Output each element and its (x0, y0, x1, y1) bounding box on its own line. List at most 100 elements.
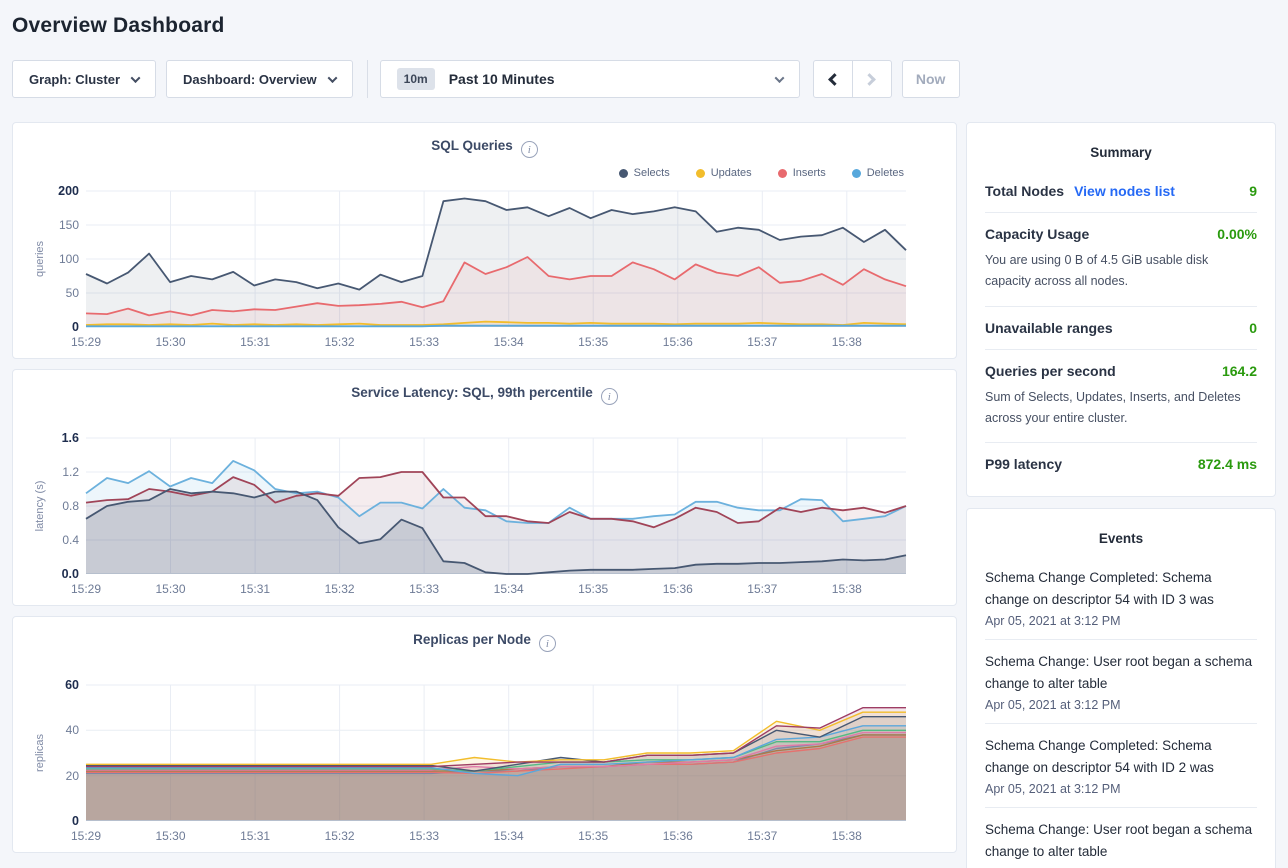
summary-description: Sum of Selects, Updates, Inserts, and De… (985, 389, 1241, 425)
summary-row-total-nodes: Total Nodes View nodes list 9 (985, 170, 1257, 213)
summary-row-unavailable-ranges: Unavailable ranges 0 (985, 307, 1257, 350)
x-axis-tick: 15:34 (493, 335, 524, 349)
legend-item-selects[interactable]: Selects (618, 167, 670, 179)
time-range-selector[interactable]: 10m Past 10 Minutes (379, 60, 800, 98)
y-axis-tick: 50 (65, 286, 79, 300)
summary-label: Capacity Usage (985, 226, 1090, 242)
charts-column: SQL Queries i Selects Updates Inserts Delete… (12, 122, 957, 868)
y-axis-tick: 1.6 (61, 431, 79, 445)
view-nodes-list-link[interactable]: View nodes list (1074, 183, 1175, 199)
x-axis-tick: 15:33 (409, 335, 440, 349)
summary-description: You are using 0 B of 4.5 GiB usable disk… (985, 253, 1209, 289)
legend-dot-icon (851, 168, 861, 178)
summary-label: Total Nodes (985, 183, 1065, 199)
event-message: Schema Change: User root began a schema … (985, 654, 1253, 691)
x-axis-tick: 15:31 (240, 335, 271, 349)
summary-panel: Summary Total Nodes View nodes list 9 Ca… (966, 122, 1276, 497)
main-content: SQL Queries i Selects Updates Inserts Delete… (0, 122, 1288, 868)
y-axis-tick: 200 (58, 184, 79, 198)
x-axis-tick: 15:32 (324, 582, 355, 596)
summary-value: 164.2 (1221, 362, 1257, 379)
x-axis-tick: 15:36 (662, 582, 693, 596)
time-prev-button[interactable] (812, 60, 853, 98)
legend-item-deletes[interactable]: Deletes (851, 167, 904, 179)
x-axis-tick: 15:34 (493, 829, 524, 843)
x-axis-tick: 15:37 (747, 335, 778, 349)
info-icon[interactable]: i (600, 388, 618, 405)
event-message: Schema Change: User root began a schema … (985, 822, 1253, 859)
y-axis-tick: 40 (65, 723, 79, 738)
x-axis-tick: 15:36 (662, 335, 693, 349)
event-item[interactable]: Schema Change: User root began a schema … (985, 808, 1257, 868)
x-axis-tick: 15:30 (155, 335, 186, 349)
x-axis-tick: 15:29 (70, 582, 102, 596)
event-timestamp: Apr 05, 2021 at 3:12 PM (985, 698, 1121, 712)
chart-canvas (85, 190, 907, 328)
legend-dot-icon (695, 168, 705, 178)
y-axis-label: replicas (34, 734, 46, 772)
x-axis-tick: 15:33 (409, 829, 440, 843)
x-axis-tick: 15:38 (831, 829, 862, 843)
x-axis-tick: 15:32 (324, 335, 355, 349)
x-axis-tick: 15:38 (831, 335, 862, 349)
y-axis-label: queries (34, 240, 46, 278)
chart-title-row: SQL Queries i (13, 138, 956, 158)
x-axis-tick: 15:31 (240, 582, 271, 596)
x-axis-tick: 15:32 (324, 829, 355, 843)
graph-dropdown[interactable]: Graph: Cluster (12, 60, 157, 98)
legend-item-updates[interactable]: Updates (695, 167, 752, 179)
event-timestamp: Apr 05, 2021 at 3:11 PM (985, 866, 1257, 868)
legend-item-inserts[interactable]: Inserts (777, 167, 826, 179)
dashboard-dropdown[interactable]: Dashboard: Overview (166, 60, 353, 98)
time-range-label: Past 10 Minutes (448, 71, 555, 87)
summary-label: P99 latency (985, 456, 1063, 472)
x-axis-tick: 15:30 (155, 829, 186, 843)
y-axis-label: latency (s) (34, 480, 46, 532)
event-message: Schema Change Completed: Schema change o… (985, 570, 1214, 607)
replicas-per-node-plot[interactable]: 0 20 40 60 15:29 15:30 15:31 15:32 15:33 15:34 15:… (13, 617, 956, 852)
now-button[interactable]: Now (901, 60, 960, 98)
legend-dot-icon (777, 168, 787, 178)
chevron-down-icon (327, 72, 338, 83)
graph-dropdown-label: Graph: Cluster (29, 71, 121, 87)
info-icon[interactable]: i (520, 141, 538, 158)
toolbar-divider (366, 60, 368, 98)
chevron-down-icon (130, 72, 141, 83)
sql-queries-chart-card: SQL Queries i Selects Updates Inserts Delete… (12, 122, 957, 359)
time-next-button[interactable] (851, 60, 892, 98)
y-axis-tick: 1.2 (62, 465, 79, 479)
page-header: Overview Dashboard Graph: Cluster Dashbo… (0, 0, 1288, 98)
event-item[interactable]: Schema Change: User root began a schema … (985, 640, 1257, 724)
events-title: Events (1098, 531, 1144, 546)
x-axis-tick: 15:29 (70, 335, 102, 349)
time-range-badge: 10m (396, 68, 435, 90)
service-latency-chart-card: Service Latency: SQL, 99th percentile i 0… (12, 369, 957, 606)
event-item[interactable]: Schema Change Completed: Schema change o… (985, 724, 1257, 808)
chart-title: Replicas per Node (413, 632, 531, 647)
info-icon[interactable]: i (538, 635, 556, 652)
chevron-down-icon (774, 72, 785, 83)
y-axis-tick: 0.4 (62, 533, 79, 547)
x-axis-tick: 15:31 (240, 829, 271, 843)
sql-queries-plot[interactable]: 0 50 100 150 200 15:29 15:30 15:31 15:32 15:33 15:… (13, 123, 956, 358)
time-nav-group (812, 60, 892, 98)
chart-canvas (86, 684, 906, 821)
summary-row-capacity-usage: Capacity Usage 0.00% You are using 0 B o… (985, 213, 1257, 307)
chart-title-row: Service Latency: SQL, 99th percentile i (13, 385, 956, 405)
summary-value: 0.00% (1217, 226, 1257, 242)
event-timestamp: Apr 05, 2021 at 3:12 PM (985, 782, 1121, 796)
y-axis-tick: 60 (65, 678, 79, 692)
chart-title: SQL Queries (431, 138, 513, 153)
x-axis-tick: 15:38 (831, 582, 862, 596)
sidebar-column: Summary Total Nodes View nodes list 9 Ca… (966, 122, 1276, 868)
y-axis-tick: 20 (65, 768, 79, 783)
summary-value: 0 (1249, 319, 1257, 336)
event-timestamp: Apr 05, 2021 at 3:12 PM (985, 614, 1121, 628)
y-axis-tick: 0 (72, 814, 79, 828)
summary-label: Queries per second (985, 362, 1116, 379)
x-axis-tick: 15:33 (409, 582, 440, 596)
event-item[interactable]: Schema Change Completed: Schema change o… (985, 556, 1257, 640)
page-title: Overview Dashboard (12, 14, 225, 37)
service-latency-plot[interactable]: 0.0 0.4 0.8 1.2 1.6 15:29 15:30 15:31 15:32 15:33… (13, 370, 956, 605)
y-axis-tick: 0.8 (62, 499, 79, 513)
